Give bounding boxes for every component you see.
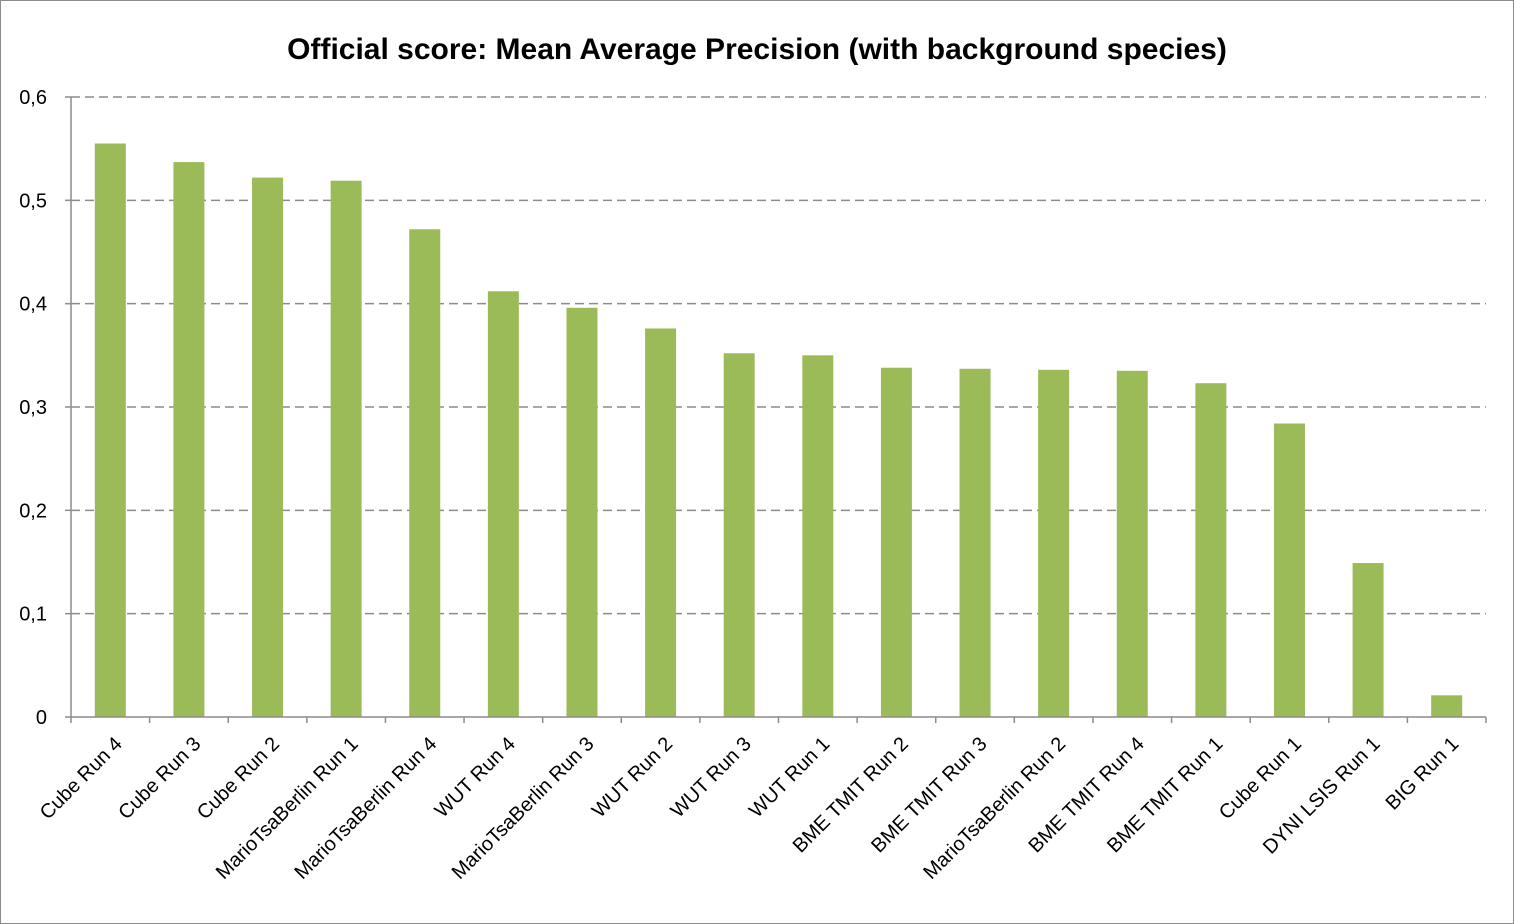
bar [330,180,362,717]
x-tick-label: BIG Run 1 [1382,733,1464,815]
gridlines [71,96,1486,615]
bar [645,328,677,717]
y-tick-label: 0,6 [19,87,47,109]
bar [880,367,912,717]
y-axis-tick-labels: 0 0,1 0,2 0,3 0,4 0,5 0,6 [19,87,47,729]
bar [802,355,834,717]
bar [1273,423,1305,717]
y-tick-label: 0,3 [19,397,47,419]
bar [959,368,991,717]
x-tick-label: MarioTsaBerlin Run 1 [212,733,363,884]
x-tick-label: Cube Run 4 [36,733,127,824]
y-tick-label: 0 [36,707,47,729]
y-tick-label: 0,5 [19,190,47,212]
y-tick-label: 0,1 [19,604,47,626]
axes [65,96,1487,723]
bar [1038,369,1070,717]
y-tick-label: 0,4 [19,294,47,316]
bar [94,143,126,717]
bars [94,143,1463,718]
bar [487,291,519,717]
bar [1352,563,1384,717]
bar [409,229,441,717]
x-tick-label: WUT Run 3 [667,733,756,822]
x-tick-label: MarioTsaBerlin Run 3 [448,733,599,884]
x-tick-label: Cube Run 3 [114,733,205,824]
bar [723,353,755,717]
bar [252,177,284,718]
bar [1116,370,1148,717]
bar [173,162,205,718]
x-tick-label: WUT Run 2 [588,733,677,822]
bar [566,307,598,717]
y-tick-label: 0,2 [19,500,47,522]
x-tick-label: MarioTsaBerlin Run 4 [291,733,442,884]
bar [1431,695,1463,717]
bar [1195,383,1227,717]
x-tick-label: MarioTsaBerlin Run 2 [919,733,1070,884]
chart-title: Official score: Mean Average Precision (… [287,33,1227,66]
